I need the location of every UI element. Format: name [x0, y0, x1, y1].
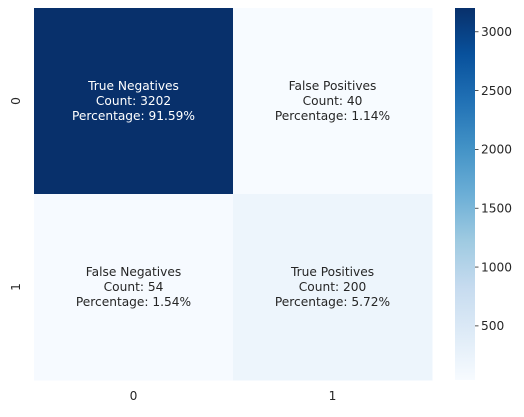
y-tick-label-1: 1 — [9, 283, 23, 291]
colorbar-tick-label-1: 1000 — [481, 260, 512, 274]
cell-label-r0-c1-line2: Percentage: 1.14% — [275, 109, 390, 123]
colorbar-gradient — [455, 8, 475, 380]
cell-label-r1-c1-line1: Count: 200 — [299, 280, 366, 294]
y-tick-label-0: 0 — [9, 97, 23, 105]
colorbar-tick-label-4: 2500 — [481, 84, 512, 98]
cell-label-r1-c0-line2: Percentage: 1.54% — [76, 295, 191, 309]
cell-label-r0-c1-line0: False Positives — [289, 79, 377, 93]
colorbar-tick-label-2: 1500 — [481, 202, 512, 216]
cell-label-r0-c0-line0: True Negatives — [87, 79, 179, 93]
cell-label-r0-c1-line1: Count: 40 — [303, 94, 363, 108]
cell-label-r0-c0-line1: Count: 3202 — [96, 94, 171, 108]
cell-label-r1-c0-line0: False Negatives — [86, 265, 182, 279]
cell-label-r1-c1-line2: Percentage: 5.72% — [275, 295, 390, 309]
cell-label-r1-c0-line1: Count: 54 — [104, 280, 164, 294]
cell-label-r0-c0-line2: Percentage: 91.59% — [72, 109, 195, 123]
heatmap-cells — [34, 8, 433, 381]
x-tick-label-0: 0 — [130, 389, 138, 403]
colorbar-tick-label-5: 3000 — [481, 25, 512, 39]
heatmap-cell-r0-c1 — [233, 8, 433, 195]
heatmap-cell-r0-c0 — [34, 8, 234, 195]
colorbar: 500 1000 1500 2000 2500 3000 — [455, 8, 512, 380]
y-axis-ticks: 01 — [9, 97, 23, 291]
heatmap-cell-r1-c0 — [34, 194, 234, 381]
heatmap-cell-r1-c1 — [233, 194, 433, 381]
x-tick-label-1: 1 — [329, 389, 337, 403]
colorbar-tick-label-0: 500 — [481, 319, 504, 333]
cell-label-r1-c1-line0: True Positives — [290, 265, 374, 279]
colorbar-tick-label-3: 2000 — [481, 143, 512, 157]
